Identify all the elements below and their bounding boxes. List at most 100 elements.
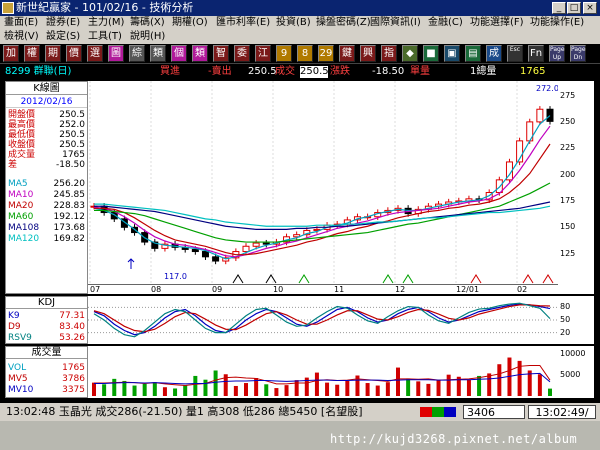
price-scale: 125 150 175 200 225 250 275 [558, 81, 594, 294]
candle-body [212, 256, 220, 262]
taskbar-strip [0, 421, 600, 450]
menu-item-4[interactable]: 期權(O) [172, 17, 208, 28]
toolbar-button-14[interactable]: 8 [297, 45, 313, 62]
toolbar-button-25[interactable]: Fn [528, 45, 544, 62]
kline-label[interactable]: K線圖 [6, 82, 87, 95]
toolbar-button-21[interactable]: ▣ [444, 45, 460, 62]
menu-item-0[interactable]: 畫面(E) [4, 17, 39, 28]
toolbar-button-6[interactable]: 綜 [129, 45, 145, 62]
volume-bar [102, 384, 107, 396]
toolbar-button-13[interactable]: 9 [276, 45, 292, 62]
menu-item-3[interactable]: 籌碼(X) [130, 17, 165, 28]
menu2-item-1[interactable]: 設定(S) [46, 31, 81, 42]
toolbar-button-9[interactable]: 類 [192, 45, 208, 62]
menu2-item-3[interactable]: 說明(H) [130, 31, 166, 42]
toolbar-button-24[interactable]: Esc [507, 45, 523, 62]
menu2-item-0[interactable]: 檢視(V) [4, 31, 39, 42]
watermark-url: http://kujd3268.pixnet.net/album [330, 432, 578, 446]
volume-bar [264, 384, 269, 396]
candle-body [161, 243, 169, 249]
menu-item-6[interactable]: 投資(B) [276, 17, 311, 28]
toolbar-button-17[interactable]: 興 [360, 45, 376, 62]
menu-row-2: 檢視(V) 設定(S) 工具(T) 說明(H) [0, 30, 600, 44]
stock-name: 8299 群聯(日) [5, 66, 72, 77]
toolbar-button-8[interactable]: 個 [171, 45, 187, 62]
indicator-value: 83.40 [59, 322, 85, 332]
toolbar-button-27[interactable]: Page Dn [570, 45, 586, 62]
candle-body [252, 242, 260, 247]
toolbar-button-10[interactable]: 智 [213, 45, 229, 62]
month-tick-label: 12/01 [456, 285, 480, 294]
price-chart[interactable]: 272.0 117.0 [88, 81, 558, 284]
ma-value: 256.20 [53, 179, 86, 189]
toolbar-button-16[interactable]: 鍵 [339, 45, 355, 62]
menu-row-1: 畫面(E) 證券(E) 主力(M) 籌碼(X) 期權(O) 匯市利率(E) 投資(B) 操盤密… [0, 16, 600, 30]
menu-bar: 畫面(E) 證券(E) 主力(M) 籌碼(X) 期權(O) 匯市利率(E) 投資(B) 操盤密… [0, 16, 600, 44]
menu-item-10[interactable]: 功能選擇(F) [470, 17, 524, 28]
menu2-item-2[interactable]: 工具(T) [88, 31, 122, 42]
ma-line-ma5 [93, 115, 551, 260]
signal-triangle-icon [522, 274, 534, 284]
volume-bar [517, 360, 522, 396]
volume-bar [112, 378, 117, 396]
menu-item-9[interactable]: 金融(C) [428, 17, 463, 28]
ohlc-label: 最高價 [8, 120, 36, 130]
toolbar-button-7[interactable]: 類 [150, 45, 166, 62]
ohlc-value: 252.0 [59, 120, 85, 130]
candle-body [120, 218, 128, 228]
minimize-button[interactable]: _ [552, 2, 566, 14]
stock-code-input[interactable]: 3406 [463, 405, 525, 419]
toolbar-button-23[interactable]: 成 [486, 45, 502, 62]
toolbar-button-5[interactable]: 圖 [108, 45, 124, 62]
toolbar-button-2[interactable]: 期 [45, 45, 61, 62]
price-tick-label: 150 [560, 222, 576, 232]
ma-line-ma10 [93, 125, 551, 258]
toolbar-button-26[interactable]: Page Up [549, 45, 565, 62]
qty-value: 1總量 [470, 66, 497, 77]
ma-label: MA108 [8, 223, 40, 233]
candle-body [191, 248, 199, 253]
volume-chart[interactable] [88, 346, 558, 398]
month-tick-label: 12 [395, 285, 406, 294]
menu-item-5[interactable]: 匯市利率(E) [216, 17, 271, 28]
toolbar-button-20[interactable]: ■ [423, 45, 439, 62]
month-tick-label: 11 [334, 285, 345, 294]
maximize-button[interactable]: □ [567, 2, 581, 14]
menu-item-1[interactable]: 證券(E) [46, 17, 81, 28]
toolbar-button-19[interactable]: ◆ [402, 45, 418, 62]
toolbar-button-12[interactable]: 江 [255, 45, 271, 62]
volume-bar [426, 383, 431, 396]
volume-bar [274, 388, 279, 396]
toolbar-button-18[interactable]: 指 [381, 45, 397, 62]
change-label: 漲跌 [330, 66, 350, 77]
indicator-value: 1765 [62, 363, 85, 373]
menu-item-7[interactable]: 操盤密碼(Z) [316, 17, 371, 28]
month-tick-label: 07 [90, 285, 101, 294]
ohlc-label: 開盤價 [8, 110, 36, 120]
kdj-tick-label: 80 [560, 302, 571, 312]
menu-item-8[interactable]: 國際資訊(I) [370, 17, 421, 28]
toolbar-button-15[interactable]: 29 [318, 45, 334, 62]
indicator-value: 3786 [62, 374, 85, 384]
indicator-row: D9 83.40 [8, 322, 85, 333]
volume-bar [446, 374, 451, 396]
low-annotation: 117.0 [164, 272, 187, 281]
menu-item-2[interactable]: 主力(M) [88, 17, 125, 28]
kdj-chart[interactable] [88, 296, 558, 344]
volume-bar [355, 375, 360, 396]
indicator-row: MV5 3786 [8, 374, 85, 385]
toolbar-button-0[interactable]: 加 [3, 45, 19, 62]
volume-bar [406, 378, 411, 396]
toolbar-button-3[interactable]: 價 [66, 45, 82, 62]
toolbar-button-1[interactable]: 權 [24, 45, 40, 62]
close-button[interactable]: × [583, 2, 597, 14]
volume-scale: 5000 10000 [558, 346, 594, 398]
kdj-tick-label: 50 [560, 315, 571, 324]
candle-body [536, 108, 544, 123]
menu-item-11[interactable]: 功能操作(E) [530, 17, 585, 28]
toolbar-button-22[interactable]: ▤ [465, 45, 481, 62]
indicator-value: 53.26 [59, 333, 85, 343]
toolbar-button-11[interactable]: 委 [234, 45, 250, 62]
toolbar-button-4[interactable]: 選 [87, 45, 103, 62]
volume-bar [92, 382, 96, 396]
